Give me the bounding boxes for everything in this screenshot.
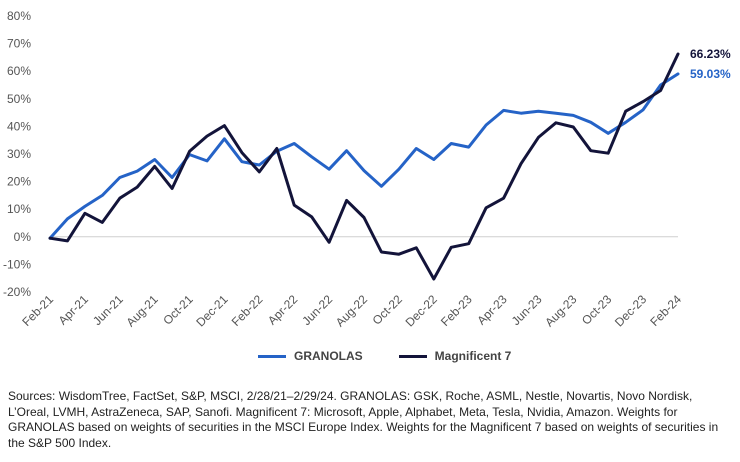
legend-label-granolas: GRANOLAS (294, 349, 363, 363)
y-tick-label: 60% (7, 64, 31, 78)
source-note: Sources: WisdomTree, FactSet, S&P, MSCI,… (8, 389, 719, 450)
x-tick-label: Feb-23 (438, 292, 475, 329)
y-tick-label: 70% (7, 37, 31, 51)
series-end-labels: 59.03% 66.23% (690, 47, 731, 81)
end-label-granolas: 59.03% (690, 67, 731, 81)
x-tick-label: Apr-22 (265, 292, 301, 328)
legend-item-granolas: GRANOLAS (258, 349, 363, 363)
end-label-magnificent-7: 66.23% (690, 47, 731, 61)
x-tick-label: Jun-22 (299, 292, 335, 328)
x-tick-label: Oct-23 (579, 292, 615, 328)
y-tick-label: 10% (7, 202, 31, 216)
legend-swatch-granolas (258, 354, 286, 358)
series-line-granolas (48, 72, 680, 240)
x-tick-label: Dec-23 (612, 292, 649, 329)
x-tick-label: Jun-23 (509, 292, 545, 328)
legend-label-magnificent-7: Magnificent 7 (434, 349, 512, 363)
x-tick-label: Aug-22 (333, 292, 370, 329)
x-tick-label: Oct-21 (160, 292, 196, 328)
x-tick-label: Aug-23 (542, 292, 579, 329)
x-tick-label: Oct-22 (370, 292, 406, 328)
legend-swatch-magnificent-7 (398, 354, 427, 358)
series-lines (48, 52, 680, 281)
y-tick-label: -10% (3, 257, 31, 271)
x-tick-label: Apr-23 (474, 292, 510, 328)
x-tick-label: Feb-24 (647, 292, 684, 329)
line-chart: 80% 70% 60% 50% 40% 30% 20% 10% 0% -10% -20% Feb-2… (3, 9, 731, 329)
y-tick-label: 80% (7, 9, 31, 23)
y-tick-label: 20% (7, 175, 31, 189)
x-tick-label: Dec-22 (403, 292, 440, 329)
y-axis-tick-labels: 80% 70% 60% 50% 40% 30% 20% 10% 0% -10% -20% (3, 9, 31, 299)
x-tick-label: Dec-21 (193, 292, 230, 329)
x-tick-label: Feb-22 (229, 292, 266, 329)
series-line-magnificent-7 (48, 52, 680, 281)
x-tick-label: Aug-21 (124, 292, 161, 329)
legend: GRANOLAS Magnificent 7 (258, 349, 547, 363)
y-tick-label: 30% (7, 147, 31, 161)
legend-item-magnificent-7: Magnificent 7 (398, 349, 512, 363)
y-tick-label: -20% (3, 285, 31, 299)
x-tick-label: Jun-21 (90, 292, 126, 328)
y-tick-label: 50% (7, 92, 31, 106)
x-tick-label: Apr-21 (56, 292, 92, 328)
y-tick-label: 0% (14, 230, 32, 244)
y-tick-label: 40% (7, 119, 31, 133)
